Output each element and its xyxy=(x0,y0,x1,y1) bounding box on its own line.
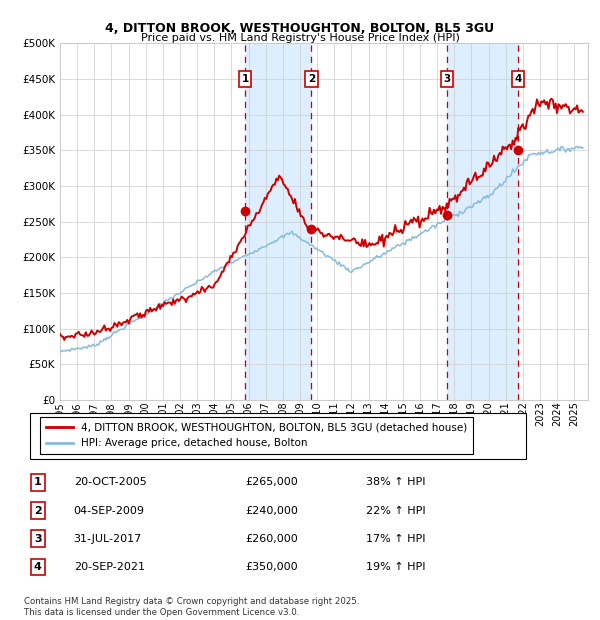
Text: 20-OCT-2005: 20-OCT-2005 xyxy=(74,477,146,487)
Text: Contains HM Land Registry data © Crown copyright and database right 2025.
This d: Contains HM Land Registry data © Crown c… xyxy=(24,598,359,617)
Text: 20-SEP-2021: 20-SEP-2021 xyxy=(74,562,145,572)
Text: 3: 3 xyxy=(34,534,41,544)
Text: 17% ↑ HPI: 17% ↑ HPI xyxy=(366,534,426,544)
Text: 19% ↑ HPI: 19% ↑ HPI xyxy=(366,562,426,572)
Text: 1: 1 xyxy=(34,477,41,487)
Text: 4, DITTON BROOK, WESTHOUGHTON, BOLTON, BL5 3GU: 4, DITTON BROOK, WESTHOUGHTON, BOLTON, B… xyxy=(106,22,494,35)
Text: 04-SEP-2009: 04-SEP-2009 xyxy=(74,505,145,515)
Text: 31-JUL-2017: 31-JUL-2017 xyxy=(74,534,142,544)
Text: 1: 1 xyxy=(242,74,249,84)
Text: 22% ↑ HPI: 22% ↑ HPI xyxy=(366,505,426,515)
Text: £350,000: £350,000 xyxy=(245,562,298,572)
Legend: 4, DITTON BROOK, WESTHOUGHTON, BOLTON, BL5 3GU (detached house), HPI: Average pr: 4, DITTON BROOK, WESTHOUGHTON, BOLTON, B… xyxy=(40,417,473,454)
Text: 2: 2 xyxy=(34,505,41,515)
Text: £260,000: £260,000 xyxy=(245,534,298,544)
Text: 4: 4 xyxy=(34,562,42,572)
Bar xyxy=(245,43,311,400)
Text: £240,000: £240,000 xyxy=(245,505,298,515)
Text: £265,000: £265,000 xyxy=(245,477,298,487)
Text: 2: 2 xyxy=(308,74,315,84)
FancyBboxPatch shape xyxy=(29,413,526,459)
Text: 38% ↑ HPI: 38% ↑ HPI xyxy=(366,477,426,487)
Text: 4: 4 xyxy=(514,74,522,84)
Bar xyxy=(447,43,518,400)
Text: Price paid vs. HM Land Registry's House Price Index (HPI): Price paid vs. HM Land Registry's House … xyxy=(140,33,460,43)
Text: 3: 3 xyxy=(443,74,451,84)
